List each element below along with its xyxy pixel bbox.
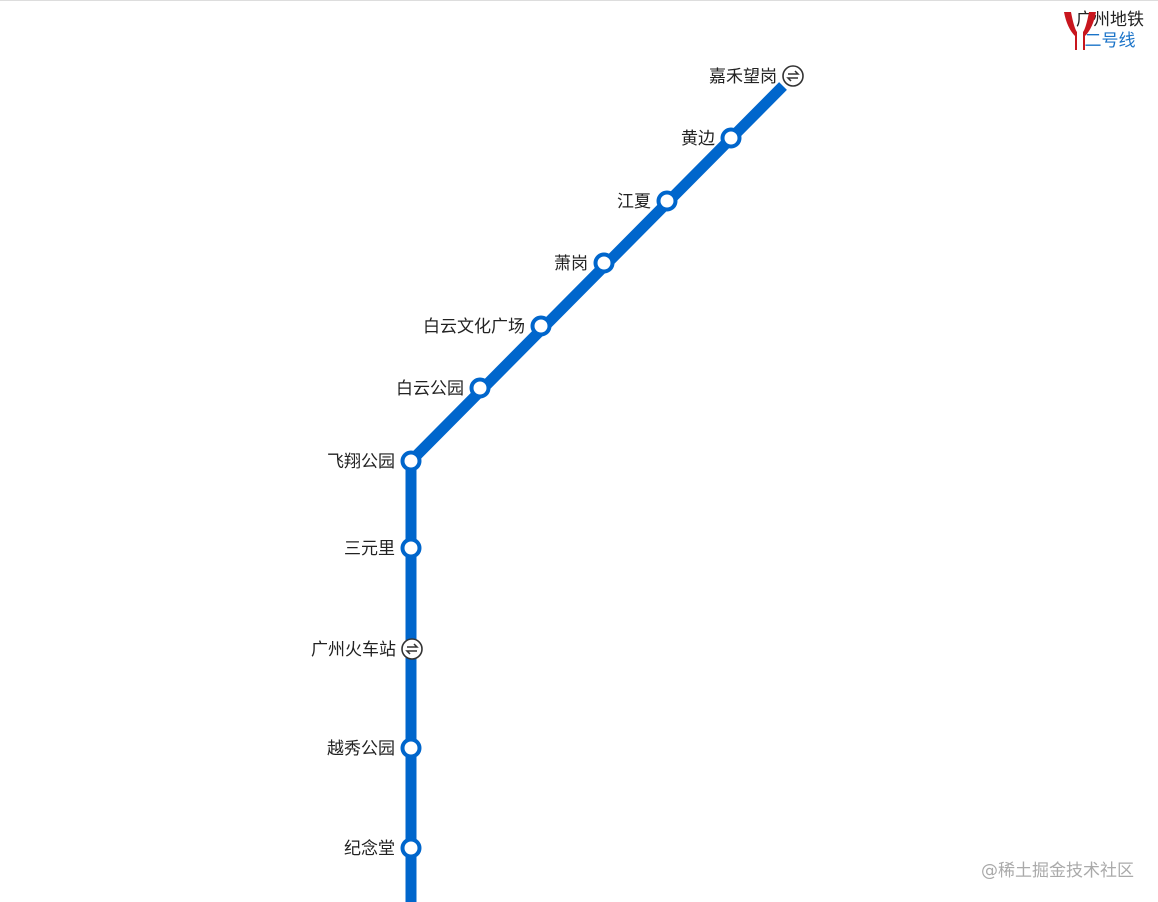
station-label: 萧岗	[554, 254, 588, 274]
station[interactable]: 纪念堂	[344, 837, 422, 859]
station-label: 白云公园	[396, 379, 464, 399]
transfer-arrows-glyph	[786, 70, 800, 82]
transfer-arrows-icon	[782, 65, 804, 87]
line-track	[405, 82, 787, 902]
station[interactable]: 白云公园	[396, 377, 491, 399]
transfer-arrows-icon	[401, 638, 423, 660]
station-label: 越秀公园	[327, 739, 395, 759]
station-dot	[400, 450, 422, 472]
station-dot	[656, 190, 678, 212]
watermark: @稀土掘金技术社区	[981, 861, 1134, 881]
station-dot	[530, 315, 552, 337]
top-border	[0, 0, 1158, 1]
station[interactable]: 广州火车站	[311, 638, 423, 660]
station[interactable]: 白云文化广场	[423, 315, 552, 337]
station-label: 飞翔公园	[327, 452, 395, 472]
brand-logo: 广州地铁 二号线	[1062, 10, 1158, 52]
station-label: 江夏	[617, 192, 651, 212]
station-label: 广州火车站	[311, 640, 396, 660]
station-dot	[469, 377, 491, 399]
station[interactable]: 嘉禾望岗	[709, 65, 804, 87]
station[interactable]: 黄边	[681, 127, 742, 149]
station-dot	[593, 252, 615, 274]
station[interactable]: 越秀公园	[327, 737, 422, 759]
station[interactable]: 萧岗	[554, 252, 615, 274]
station-dot	[400, 537, 422, 559]
guangzhou-metro-logo-icon	[1064, 12, 1096, 50]
line-name: 二号线	[1084, 31, 1136, 51]
transfer-arrows-glyph	[405, 643, 419, 655]
station-label: 三元里	[344, 539, 395, 559]
station-dot	[720, 127, 742, 149]
station-dot	[400, 837, 422, 859]
station-label: 白云文化广场	[423, 317, 525, 337]
station-label: 纪念堂	[344, 838, 395, 859]
station[interactable]: 江夏	[617, 190, 678, 212]
station-label: 黄边	[681, 129, 715, 149]
station[interactable]: 飞翔公园	[327, 450, 422, 472]
station-label: 嘉禾望岗	[709, 67, 777, 87]
station[interactable]: 三元里	[344, 537, 422, 559]
station-dot	[400, 737, 422, 759]
